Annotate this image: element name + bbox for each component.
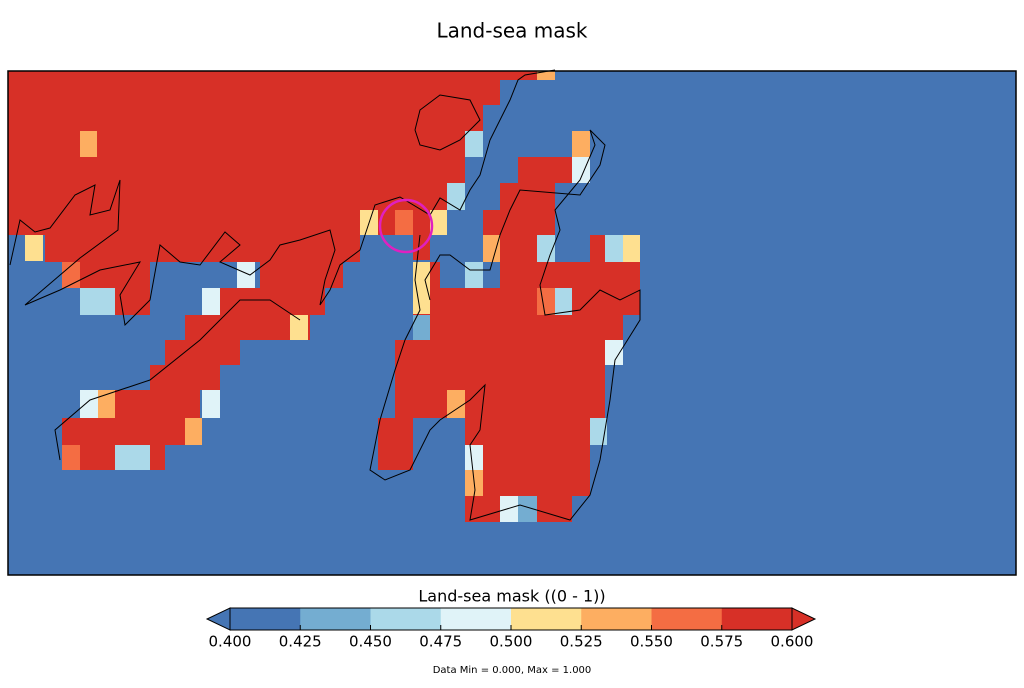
colorbar-tick-label: 0.525 [560,633,603,651]
colorbar-tick-label: 0.450 [349,633,392,651]
coast-cells [25,71,640,522]
footnote: Data Min = 0.000, Max = 1.000 [433,665,592,676]
colorbar-segment [581,608,652,630]
colorbar-extend-min [205,607,231,631]
coastline [9,69,641,521]
colorbar-segment [651,608,723,630]
colorbar-tick-label: 0.425 [279,633,322,651]
colorbar-label: Land-sea mask ((0 - 1)) [418,587,605,606]
colorbar-tick-label: 0.575 [700,633,743,651]
title: Land-sea mask [436,19,587,43]
colorbar: 0.400 0.425 0.450 0.475 0.500 0.525 0.550 0.575… [205,607,817,651]
land-east [378,157,640,522]
colorbar-tick-label: 0.600 [771,633,814,651]
colorbar-segment [300,608,371,630]
land [8,71,640,522]
map-frame [7,70,1017,576]
map [7,69,1017,576]
land-west [8,71,555,470]
highlight-circle [378,198,434,254]
colorbar-segment [230,608,301,630]
colorbar-segment [721,608,793,630]
colorbar-tick-label: 0.500 [490,633,533,651]
colorbar-segment [511,608,582,630]
colorbar-tick-label: 0.400 [209,633,252,651]
colorbar-tick-label: 0.475 [419,633,462,651]
colorbar-tick-label: 0.550 [630,633,673,651]
colorbar-segment [370,608,442,630]
colorbar-extend-max [791,607,817,631]
colorbar-segment [440,608,512,630]
